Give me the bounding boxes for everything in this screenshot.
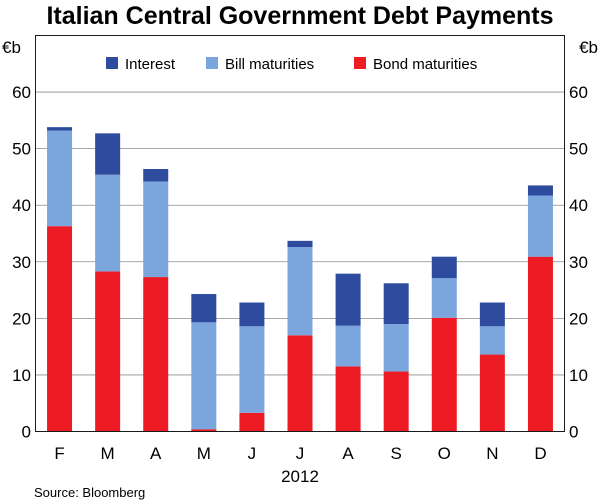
x-tick-label: F	[54, 444, 64, 463]
bar-bill-maturities	[431, 278, 457, 318]
y-tick-label-right: 30	[569, 253, 588, 272]
bar-bond-maturities	[239, 412, 265, 432]
y-unit-left: €b	[2, 38, 21, 57]
bar-interest	[527, 185, 553, 196]
y-tick-label-left: 40	[12, 196, 31, 215]
y-tick-label-left: 0	[22, 423, 31, 442]
x-tick-label: J	[248, 444, 257, 463]
bar-bond-maturities	[527, 256, 553, 432]
x-axis-label: 2012	[281, 467, 319, 486]
bar-interest	[431, 256, 457, 279]
y-tick-label-right: 20	[569, 309, 588, 328]
y-tick-label-left: 20	[12, 309, 31, 328]
legend-swatch	[206, 57, 218, 69]
x-tick-label: D	[534, 444, 546, 463]
x-tick-label: M	[101, 444, 115, 463]
bar-interest	[479, 302, 505, 327]
bar-bond-maturities	[383, 371, 409, 432]
bar-bill-maturities	[383, 324, 409, 372]
bar-bond-maturities	[143, 277, 169, 432]
x-tick-label: J	[296, 444, 305, 463]
x-tick-label: N	[486, 444, 498, 463]
legend-label: Bond maturities	[373, 56, 477, 73]
y-tick-label-left: 50	[12, 140, 31, 159]
bar-interest	[383, 283, 409, 325]
bar-bill-maturities	[527, 195, 553, 257]
y-tick-label-left: 30	[12, 253, 31, 272]
x-tick-label: A	[342, 444, 354, 463]
x-tick-label: M	[197, 444, 211, 463]
legend: Interest Bill maturities Bond maturities	[106, 56, 477, 73]
y-tick-label-left: 10	[12, 366, 31, 385]
bar-interest	[95, 133, 121, 175]
y-tick-label-right: 0	[569, 423, 578, 442]
bar-bond-maturities	[479, 354, 505, 432]
bar-bill-maturities	[95, 174, 121, 272]
bar-bond-maturities	[335, 366, 361, 432]
bar-bill-maturities	[239, 326, 265, 413]
bar-bill-maturities	[143, 181, 169, 278]
y-tick-labels: 0 0 10 10 20 20 30 30 40 40 50 50 60 60	[12, 83, 588, 441]
bars	[47, 127, 553, 432]
y-tick-label-left: 60	[12, 83, 31, 102]
bar-interest	[335, 273, 361, 326]
bar-bond-maturities	[191, 429, 217, 432]
chart-title: Italian Central Government Debt Payments	[46, 2, 553, 30]
y-tick-label-right: 50	[569, 140, 588, 159]
bar-bill-maturities	[479, 326, 505, 355]
bar-interest	[287, 240, 313, 248]
legend-label: Bill maturities	[225, 56, 314, 73]
legend-label: Interest	[125, 56, 176, 73]
y-tick-label-right: 10	[569, 366, 588, 385]
legend-swatch	[106, 57, 118, 69]
bar-interest	[239, 302, 265, 327]
y-tick-label-right: 60	[569, 83, 588, 102]
bar-bond-maturities	[47, 226, 73, 432]
legend-swatch	[354, 57, 366, 69]
y-unit-right: €b	[579, 38, 598, 57]
bar-bill-maturities	[335, 325, 361, 367]
bar-bond-maturities	[287, 335, 313, 432]
bar-bond-maturities	[431, 317, 457, 432]
bar-interest	[143, 169, 169, 182]
bar-interest	[191, 294, 217, 323]
bar-bill-maturities	[287, 247, 313, 336]
bar-bond-maturities	[95, 271, 121, 432]
bar-bill-maturities	[47, 130, 73, 227]
plot-frame	[35, 35, 565, 432]
bar-bill-maturities	[191, 322, 217, 430]
source-note: Source: Bloomberg	[34, 485, 145, 500]
x-tick-label: A	[150, 444, 162, 463]
bar-interest	[47, 127, 73, 131]
y-tick-label-right: 40	[569, 196, 588, 215]
x-tick-label: O	[438, 444, 451, 463]
x-tick-label: S	[391, 444, 402, 463]
